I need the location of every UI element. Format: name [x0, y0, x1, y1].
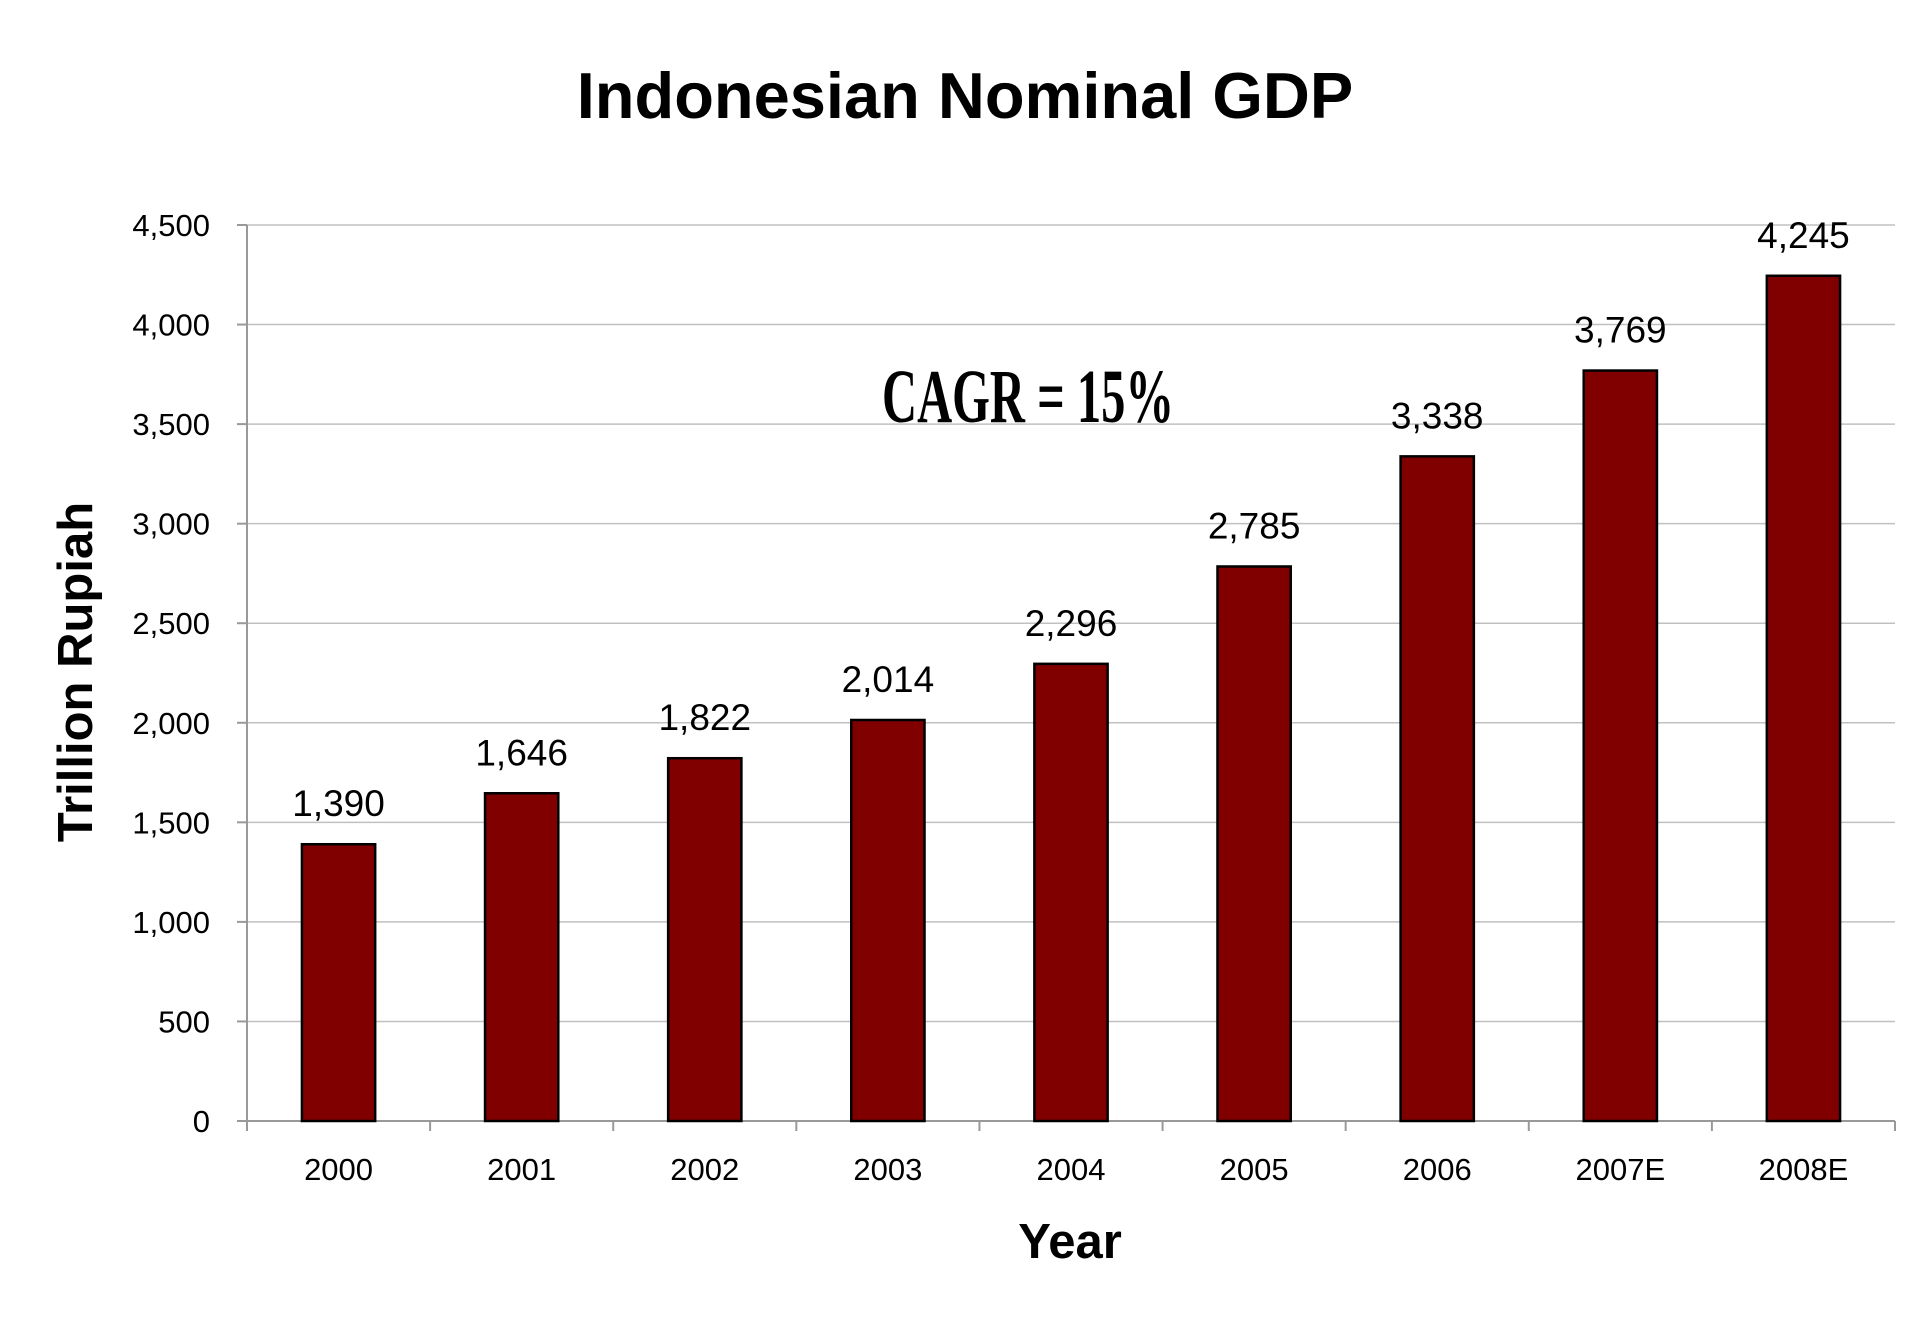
bar-2002: [666, 756, 743, 1123]
x-tick-label-2006: 2006: [1403, 1152, 1472, 1187]
bar-2005: [1216, 565, 1292, 1123]
bar-2003: [850, 718, 926, 1123]
x-tick-label-2008E: 2008E: [1759, 1152, 1849, 1187]
bar-2006: [1399, 455, 1476, 1123]
y-tick-label: 2,000: [132, 706, 210, 741]
y-tick-label: 4,500: [132, 208, 210, 243]
data-label-2002: 1,822: [658, 697, 751, 738]
x-tick-labels: 2000 2001 2002 2003 2004 2005 2006 2007E 2008E: [304, 1152, 1848, 1187]
data-label-2000: 1,390: [292, 783, 385, 824]
data-label-2008E: 4,245: [1757, 215, 1850, 256]
x-tick-label-2000: 2000: [304, 1152, 373, 1187]
y-axis-label: Trillion Rupiah: [49, 502, 103, 842]
data-labels: 1,390 1,646 1,822 2,014 2,296 2,785 3,338 3,769…: [292, 215, 1849, 824]
y-tick-label: 1,000: [132, 905, 210, 940]
bar-2000: [300, 842, 377, 1123]
bar-2007E: [1582, 369, 1659, 1123]
cagr-annotation: CAGR = 15%: [882, 355, 1174, 439]
bar-2008E: [1765, 274, 1842, 1123]
y-tick-label: 500: [158, 1004, 210, 1039]
x-tick-label-2007E: 2007E: [1576, 1152, 1666, 1187]
bar-2004: [1033, 662, 1109, 1123]
y-tick-label: 3,500: [132, 407, 210, 442]
x-tick-label-2004: 2004: [1037, 1152, 1106, 1187]
y-tick-label: 2,500: [132, 606, 210, 641]
y-tick-label: 0: [193, 1104, 210, 1139]
data-label-2005: 2,785: [1208, 505, 1301, 546]
x-tick-label-2003: 2003: [853, 1152, 922, 1187]
x-tick-label-2001: 2001: [487, 1152, 556, 1187]
y-tick-label: 4,000: [132, 308, 210, 343]
bars: [300, 274, 1842, 1123]
data-label-2004: 2,296: [1025, 603, 1118, 644]
data-label-2003: 2,014: [842, 659, 935, 700]
data-label-2006: 3,338: [1391, 395, 1484, 436]
y-tick-label: 3,000: [132, 507, 210, 542]
y-tick-label: 1,500: [132, 805, 210, 840]
bar-2001: [483, 792, 560, 1123]
x-axis-label: Year: [1018, 1215, 1122, 1269]
x-tick-label-2002: 2002: [670, 1152, 739, 1187]
chart-title: Indonesian Nominal GDP: [577, 59, 1353, 132]
data-label-2001: 1,646: [475, 732, 568, 773]
data-label-2007E: 3,769: [1574, 310, 1667, 351]
y-tick-labels: 0 500 1,000 1,500 2,000 2,500 3,000 3,500 4,000 4…: [132, 208, 210, 1139]
x-tick-label-2005: 2005: [1220, 1152, 1289, 1187]
